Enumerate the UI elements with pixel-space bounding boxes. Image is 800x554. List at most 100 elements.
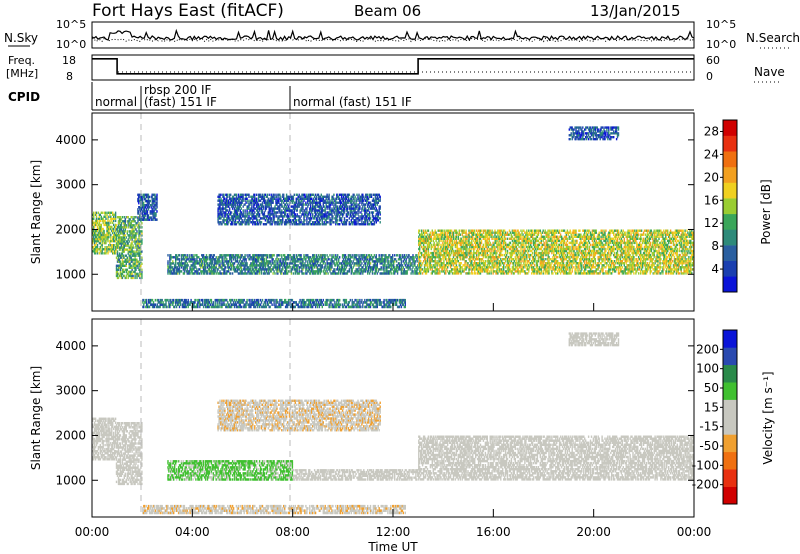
echo-cell <box>132 264 134 267</box>
echo-cell <box>268 272 270 275</box>
echo-cell <box>229 260 231 263</box>
echo-cell <box>334 262 336 265</box>
echo-cell <box>296 256 298 259</box>
echo-cell <box>317 209 320 212</box>
echo-cell <box>110 244 112 247</box>
echo-cell <box>313 209 316 212</box>
echo-cell <box>320 207 322 210</box>
echo-cell <box>246 213 248 216</box>
echo-cell <box>107 233 109 237</box>
echo-cell <box>183 254 186 257</box>
echo-cell <box>95 215 98 218</box>
echo-cell <box>151 208 153 211</box>
echo-cell <box>212 256 214 259</box>
echo-cell <box>309 207 311 210</box>
echo-cell <box>124 260 126 263</box>
echo-cell <box>255 223 257 226</box>
echo-cell <box>309 262 311 265</box>
echo-cell <box>136 258 138 261</box>
echo-cell <box>318 223 321 226</box>
echo-cell <box>327 201 329 204</box>
echo-cell <box>251 195 253 198</box>
echo-cell <box>151 193 153 197</box>
echo-cell <box>272 195 274 198</box>
echo-cell <box>230 256 233 259</box>
echo-cell <box>196 268 198 271</box>
echo-cell <box>361 270 363 273</box>
echo-cell <box>146 212 149 215</box>
echo-cell <box>359 262 361 265</box>
echo-cell <box>398 254 401 257</box>
echo-cell <box>260 197 263 200</box>
echo-cell <box>139 195 141 199</box>
echo-cell <box>328 197 330 200</box>
echo-cell <box>237 272 240 275</box>
echo-cell <box>389 264 391 267</box>
echo-cell <box>302 203 304 206</box>
echo-cell <box>125 264 127 267</box>
echo-cell <box>350 270 352 273</box>
echo-cell <box>313 223 316 226</box>
echo-cell <box>337 195 339 198</box>
echo-cell <box>218 303 220 306</box>
echo-cell <box>114 229 117 233</box>
echo-cell <box>313 272 316 275</box>
echo-cell <box>303 193 305 196</box>
echo-cell <box>141 212 143 215</box>
echo-cell <box>250 268 252 271</box>
echo-cell <box>235 223 238 226</box>
echo-cell <box>345 264 348 267</box>
echo-cell <box>375 266 377 269</box>
echo-cell <box>230 256 232 259</box>
echo-cell <box>268 268 270 271</box>
echo-cell <box>167 268 169 271</box>
echo-cell <box>96 246 99 249</box>
echo-cell <box>259 264 262 267</box>
echo-cell <box>141 230 143 233</box>
echo-cell <box>124 224 126 227</box>
echo-cell <box>277 199 279 202</box>
echo-cell <box>284 270 287 273</box>
echo-cell <box>386 256 388 259</box>
echo-cell <box>331 217 333 220</box>
echo-cell <box>342 270 345 273</box>
echo-cell <box>261 209 264 212</box>
echo-cell <box>320 213 322 216</box>
echo-cell <box>332 260 334 263</box>
echo-cell <box>170 254 172 257</box>
echo-cell <box>219 217 221 220</box>
echo-cell <box>122 260 125 263</box>
echo-cell <box>325 217 327 220</box>
echo-cell <box>104 237 106 241</box>
echo-cell <box>273 195 275 198</box>
echo-cell <box>112 237 114 241</box>
echo-cell <box>252 256 254 259</box>
echo-cell <box>256 262 258 265</box>
echo-cell <box>242 199 244 202</box>
echo-cell <box>194 272 196 275</box>
echo-cell <box>340 270 343 273</box>
echo-cell <box>339 219 342 222</box>
echo-cell <box>169 264 171 267</box>
echo-cell <box>120 266 123 269</box>
echo-cell <box>212 266 214 269</box>
echo-cell <box>175 266 177 269</box>
echo-cell <box>286 258 289 261</box>
echo-cell <box>317 272 320 275</box>
echo-cell <box>138 240 140 243</box>
echo-cell <box>297 203 299 206</box>
echo-cell <box>407 264 409 267</box>
echo-cell <box>220 207 222 210</box>
echo-cell <box>292 256 295 259</box>
echo-cell <box>265 195 268 198</box>
echo-cell <box>104 250 106 253</box>
echo-cell <box>236 266 239 269</box>
echo-cell <box>301 223 303 226</box>
echo-cell <box>270 217 272 220</box>
echo-cell <box>345 201 348 204</box>
echo-cell <box>319 195 322 198</box>
echo-cell <box>339 193 341 196</box>
echo-cell <box>153 212 155 215</box>
echo-cell <box>256 219 258 222</box>
echo-cell <box>352 266 354 269</box>
